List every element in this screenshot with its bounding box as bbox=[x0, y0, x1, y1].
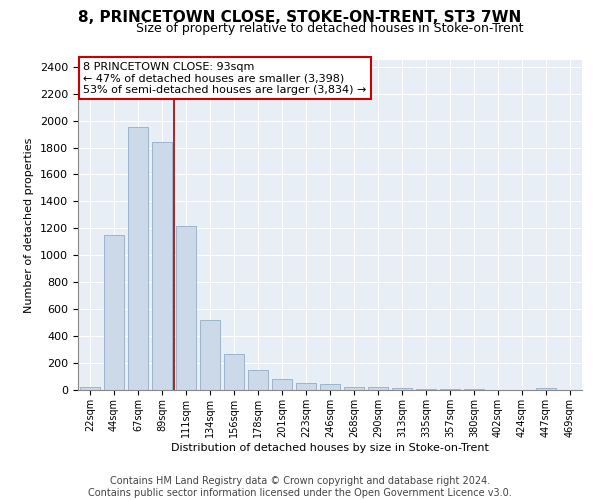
Bar bbox=[152, 142, 172, 390]
Bar bbox=[344, 388, 364, 390]
Text: 8 PRINCETOWN CLOSE: 93sqm
← 47% of detached houses are smaller (3,398)
53% of se: 8 PRINCETOWN CLOSE: 93sqm ← 47% of detac… bbox=[83, 62, 367, 95]
Bar bbox=[440, 389, 460, 390]
Text: 8, PRINCETOWN CLOSE, STOKE-ON-TRENT, ST3 7WN: 8, PRINCETOWN CLOSE, STOKE-ON-TRENT, ST3… bbox=[79, 10, 521, 25]
Bar bbox=[104, 235, 124, 390]
Bar bbox=[176, 226, 196, 390]
X-axis label: Distribution of detached houses by size in Stoke-on-Trent: Distribution of detached houses by size … bbox=[171, 442, 489, 452]
Bar bbox=[272, 378, 292, 390]
Bar bbox=[464, 389, 484, 390]
Bar bbox=[80, 386, 100, 390]
Bar bbox=[392, 388, 412, 390]
Bar bbox=[296, 384, 316, 390]
Bar bbox=[128, 128, 148, 390]
Bar bbox=[320, 384, 340, 390]
Bar bbox=[224, 354, 244, 390]
Y-axis label: Number of detached properties: Number of detached properties bbox=[25, 138, 34, 312]
Text: Contains HM Land Registry data © Crown copyright and database right 2024.
Contai: Contains HM Land Registry data © Crown c… bbox=[88, 476, 512, 498]
Bar bbox=[416, 389, 436, 390]
Bar bbox=[200, 320, 220, 390]
Bar bbox=[248, 370, 268, 390]
Title: Size of property relative to detached houses in Stoke-on-Trent: Size of property relative to detached ho… bbox=[136, 22, 524, 35]
Bar bbox=[368, 388, 388, 390]
Bar bbox=[536, 388, 556, 390]
